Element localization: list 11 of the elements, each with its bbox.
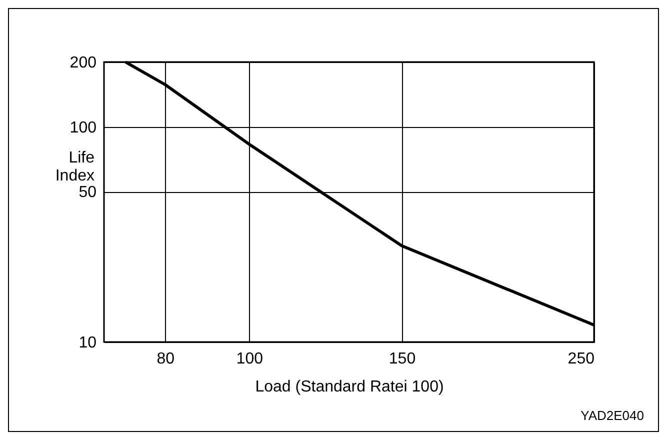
x-tick-label: 100 [236, 350, 264, 368]
x-tick-label: 150 [388, 350, 416, 368]
y-tick-label: 50 [78, 184, 97, 202]
text: YAD2E040 [580, 408, 644, 423]
x-axis-title: Load (Standard Ratei 100) [255, 378, 444, 396]
x-tick-label: 80 [156, 350, 175, 368]
y-tick-label: 200 [70, 54, 97, 72]
y-axis-title: Life Index [55, 150, 95, 184]
y-tick-label: 10 [78, 334, 97, 352]
x-tick-label: 250 [568, 350, 595, 368]
y-tick-label: 100 [70, 119, 97, 136]
